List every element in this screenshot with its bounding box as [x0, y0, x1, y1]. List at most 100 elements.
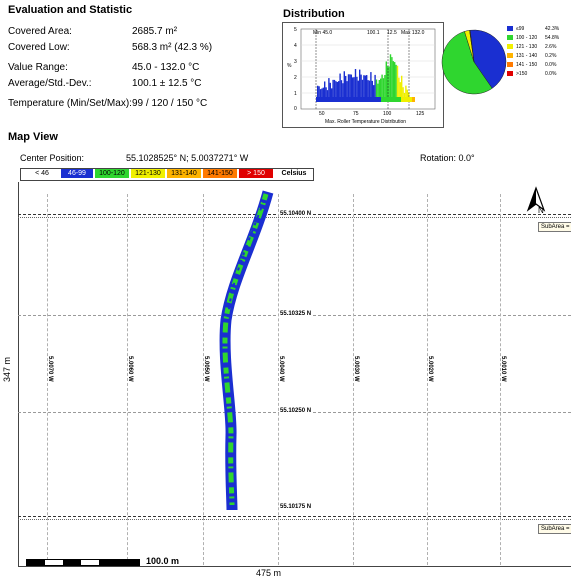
histogram-bar	[408, 92, 410, 97]
pie-legend: ≤99 42.3% 100 - 120 54.8% 121 - 130 2.6% 13…	[507, 26, 571, 86]
histogram-bar	[405, 85, 407, 97]
histogram-bar	[370, 72, 372, 97]
swatch	[507, 26, 513, 32]
subarea-label-bottom[interactable]: SubArea =	[538, 524, 571, 534]
map-height-label: 347 m	[2, 356, 12, 382]
histogram-bar	[335, 81, 337, 97]
swatch	[507, 44, 513, 50]
histogram-ytick: 3	[294, 59, 297, 65]
covered-area-value: 2685.7 m²	[132, 26, 178, 37]
pie-legend-row: >150 0.0%	[507, 71, 556, 77]
covered-low-label: Covered Low:	[8, 42, 70, 53]
lon-gridline	[278, 194, 279, 565]
histogram-xtick: 50	[319, 111, 325, 117]
histogram-ylabel: %	[287, 63, 292, 69]
histogram-xtick: 125	[416, 111, 425, 117]
pie-legend-row: 141 - 150 0.0%	[507, 62, 556, 68]
lat-label: 55.10250 N	[279, 408, 313, 414]
histogram-bar	[384, 74, 386, 97]
histogram-bar	[354, 69, 357, 97]
histogram-bar	[367, 80, 369, 97]
map-width-label: 475 m	[256, 568, 282, 578]
lat-label: 55.10175 N	[279, 504, 313, 510]
pie-legend-value: 0.2%	[545, 53, 557, 59]
distribution-title: Distribution	[283, 8, 345, 20]
histogram-bar	[331, 88, 333, 97]
subarea-boundary-bottom	[18, 516, 571, 517]
rotation-readout: Rotation: 0.0°	[420, 153, 475, 163]
histogram-bar	[403, 92, 406, 97]
histogram-bar	[342, 83, 344, 97]
legend-cell-100-120: 100-120	[95, 169, 129, 178]
covered-area-label: Covered Area:	[8, 26, 72, 37]
histogram-xtick: 100	[383, 111, 392, 117]
scale-label: 100.0 m	[146, 556, 180, 566]
legend-cell-46-99: 46-99	[61, 169, 93, 178]
subarea-label-top[interactable]: SubArea =	[538, 222, 571, 232]
histogram-bar	[374, 74, 376, 97]
lat-label: 55.10325 N	[279, 311, 313, 317]
average-std-label: Average/Std.-Dev.:	[8, 78, 92, 89]
histogram-bar	[357, 80, 359, 97]
histogram-bar	[389, 54, 392, 97]
histogram-bar	[392, 61, 394, 97]
histogram-min-label: Min 45.0	[313, 30, 333, 36]
histogram-xtick: 75	[353, 111, 359, 117]
histogram-ytick: 5	[294, 27, 297, 33]
histogram-bar	[380, 78, 382, 97]
pie-legend-value: 0.0%	[545, 71, 557, 77]
histogram-bars	[317, 54, 410, 97]
histogram-bar	[395, 64, 397, 97]
histogram-bar	[339, 73, 341, 97]
pie-legend-label: 100 - 120	[516, 35, 538, 41]
histogram-bar	[359, 69, 361, 97]
pie-legend-label: 131 - 140	[516, 53, 538, 59]
pie-legend-value: 0.0%	[545, 62, 557, 68]
histogram-bar	[373, 85, 375, 97]
histogram-bar	[375, 79, 378, 97]
map-canvas[interactable]	[18, 182, 571, 567]
pie-legend-value: 42.3%	[545, 26, 560, 32]
histogram-bar	[361, 79, 364, 97]
histogram-std-label: 12.5	[387, 30, 397, 36]
histogram-bar	[377, 83, 379, 97]
histogram-bar	[396, 65, 399, 97]
map-bottom-border	[18, 566, 571, 567]
paving-track	[219, 190, 274, 511]
pie-legend-label: 141 - 150	[516, 62, 538, 68]
histogram-xlabel: Max. Roller Temperature Distribution	[325, 119, 407, 125]
center-position-value: 55.1028525° N; 5.0037271° W	[126, 153, 249, 163]
pie-slice	[441, 31, 493, 95]
lon-gridline	[203, 194, 204, 565]
evaluation-title: Evaluation and Statistic	[8, 4, 133, 16]
histogram-bar	[321, 88, 323, 97]
legend-cell-121-130: 121-130	[131, 169, 165, 178]
histogram-bar	[329, 82, 331, 97]
pie-legend-row: ≤99 42.3%	[507, 26, 559, 32]
distribution-pie	[441, 29, 507, 95]
subarea-boundary-bottom-inner	[18, 519, 571, 520]
histogram-bar	[356, 76, 358, 97]
covered-low-value: 568.3 m² (42.3 %)	[132, 42, 213, 53]
histogram-ytick: 0	[294, 106, 297, 112]
histogram-bar	[364, 75, 366, 97]
histogram-bar	[346, 81, 348, 97]
histogram-bar	[363, 75, 365, 97]
legend-unit: Celsius	[281, 170, 307, 177]
histogram-max-label: Max 132.0	[401, 30, 425, 36]
histogram-bar	[399, 82, 401, 97]
histogram-bar	[387, 66, 389, 97]
lon-gridline	[427, 194, 428, 565]
lon-gridline	[500, 194, 501, 565]
average-std-value: 100.1 ± 12.5 °C	[132, 78, 202, 89]
lon-gridline	[47, 194, 48, 565]
histogram-bar	[336, 81, 338, 97]
pie-legend-label: ≤99	[516, 26, 525, 32]
histogram-bar	[385, 61, 387, 97]
temperature-label: Temperature (Min/Set/Max):	[8, 98, 132, 109]
histogram-bar	[406, 89, 408, 97]
histogram-bar	[328, 78, 330, 97]
histogram-svg	[300, 28, 436, 110]
center-position-label: Center Position:	[20, 153, 85, 163]
histogram-panel: Min 45.0 100.1 12.5 Max 132.0 % 5 4 3 2 …	[282, 22, 444, 128]
